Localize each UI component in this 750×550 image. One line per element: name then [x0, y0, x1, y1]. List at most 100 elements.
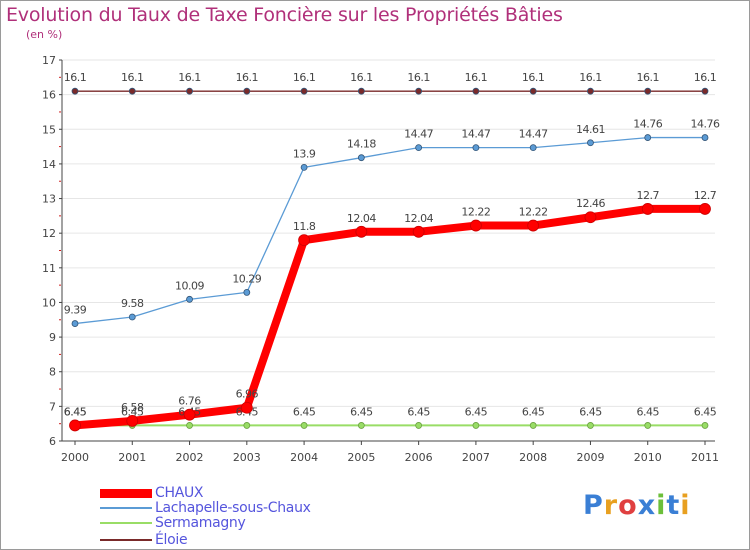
data-point	[587, 139, 594, 147]
data-label: 16.1	[236, 71, 259, 84]
data-label: 6.45	[636, 405, 659, 418]
data-point	[412, 225, 425, 238]
data-point	[357, 87, 365, 95]
chart-title: Evolution du Taux de Taxe Foncière sur l…	[6, 4, 563, 26]
chart-unit-label: (en %)	[26, 28, 63, 41]
y-tick-label: 12	[42, 227, 56, 240]
plot-area	[62, 60, 715, 441]
data-point	[472, 422, 480, 429]
y-tick-label: 13	[42, 193, 56, 206]
data-label: 14.47	[461, 128, 490, 141]
data-label: 12.22	[519, 206, 548, 219]
legend-item-chaux: CHAUX	[100, 484, 204, 502]
data-label: 6.45	[64, 405, 87, 418]
legend-item-sermamagny: Sermamagny	[100, 514, 246, 532]
data-point	[243, 422, 251, 429]
legend-item-eloie: Éloie	[100, 531, 188, 549]
data-point	[472, 87, 480, 95]
legend-label: CHAUX	[155, 485, 204, 501]
data-point	[186, 422, 193, 429]
x-tick-label: 2006	[405, 451, 433, 464]
data-label: 14.47	[404, 128, 433, 141]
data-point	[529, 422, 537, 429]
data-point	[529, 144, 537, 152]
data-label: 14.47	[519, 128, 548, 141]
y-tick-label: 10	[42, 296, 56, 309]
y-tick-label: 16	[42, 89, 56, 102]
data-point	[527, 219, 540, 232]
data-label: 6.45	[465, 405, 488, 418]
data-label: 12.7	[694, 189, 717, 202]
x-tick-label: 2004	[290, 451, 318, 464]
data-point	[415, 87, 423, 95]
x-tick-label: 2001	[118, 451, 146, 464]
data-point	[126, 415, 139, 427]
data-point	[357, 154, 365, 162]
data-point	[357, 422, 365, 429]
data-label: 16.1	[121, 71, 144, 84]
data-point	[701, 134, 709, 141]
logo-letter: P	[583, 490, 604, 521]
series-line	[71, 204, 709, 430]
data-label: 6.45	[121, 405, 144, 418]
data-label: 6.45	[407, 405, 430, 418]
data-label: 12.04	[347, 212, 376, 225]
data-label: 16.1	[522, 71, 545, 84]
data-label: 16.1	[178, 71, 201, 84]
x-tick-label: 2005	[347, 451, 375, 464]
legend-swatch-lachapelle	[100, 507, 152, 509]
data-label: 6.58	[121, 401, 144, 414]
data-point	[355, 225, 368, 238]
data-label: 16.1	[465, 71, 488, 84]
data-label: 6.45	[293, 405, 316, 418]
data-label: 16.1	[350, 71, 373, 84]
y-tick-label: 6	[49, 435, 56, 448]
x-tick-label: 2008	[519, 451, 547, 464]
data-point	[183, 408, 196, 421]
x-tick-label: 2003	[233, 451, 261, 464]
data-label: 10.09	[175, 279, 204, 292]
data-point	[701, 87, 709, 95]
proxiti-logo: Proxiti	[583, 490, 691, 521]
data-point	[243, 289, 251, 296]
data-label: 6.96	[236, 388, 259, 401]
data-label: 11.8	[293, 220, 316, 233]
legend-label: Sermamagny	[155, 515, 246, 531]
data-label: 6.45	[694, 405, 717, 418]
data-label: 14.76	[633, 118, 662, 131]
data-label: 16.1	[293, 71, 316, 84]
legend-label: Lachapelle-sous-Chaux	[155, 500, 311, 516]
data-point	[243, 87, 251, 95]
data-point	[587, 87, 594, 95]
data-point	[128, 313, 136, 321]
data-label: 14.61	[576, 123, 605, 136]
data-label: 9.58	[121, 297, 144, 310]
data-label: 10.29	[232, 272, 261, 285]
data-label: 6.45	[64, 405, 87, 418]
legend-swatch-sermamagny	[100, 522, 152, 524]
data-point	[298, 234, 310, 247]
data-point	[71, 320, 79, 327]
y-tick-label: 17	[42, 54, 56, 67]
data-label: 12.7	[636, 189, 659, 202]
data-point	[300, 422, 308, 429]
logo-letter: i	[680, 490, 691, 521]
data-label: 12.04	[404, 212, 433, 225]
data-point	[415, 422, 423, 429]
data-label: 16.1	[694, 71, 717, 84]
data-point	[71, 87, 79, 95]
logo-letter: i	[656, 490, 667, 521]
data-label: 14.18	[347, 138, 376, 151]
data-label: 6.76	[178, 395, 201, 408]
data-point	[186, 87, 193, 95]
y-tick-label: 8	[49, 366, 56, 379]
data-point	[641, 203, 654, 215]
y-tick-label: 15	[42, 123, 56, 136]
data-label: 6.45	[350, 405, 373, 418]
data-point	[644, 422, 652, 429]
x-tick-label: 2009	[576, 451, 604, 464]
logo-letter: o	[618, 490, 638, 521]
data-label: 12.46	[576, 197, 605, 210]
logo-letter: x	[637, 490, 657, 521]
